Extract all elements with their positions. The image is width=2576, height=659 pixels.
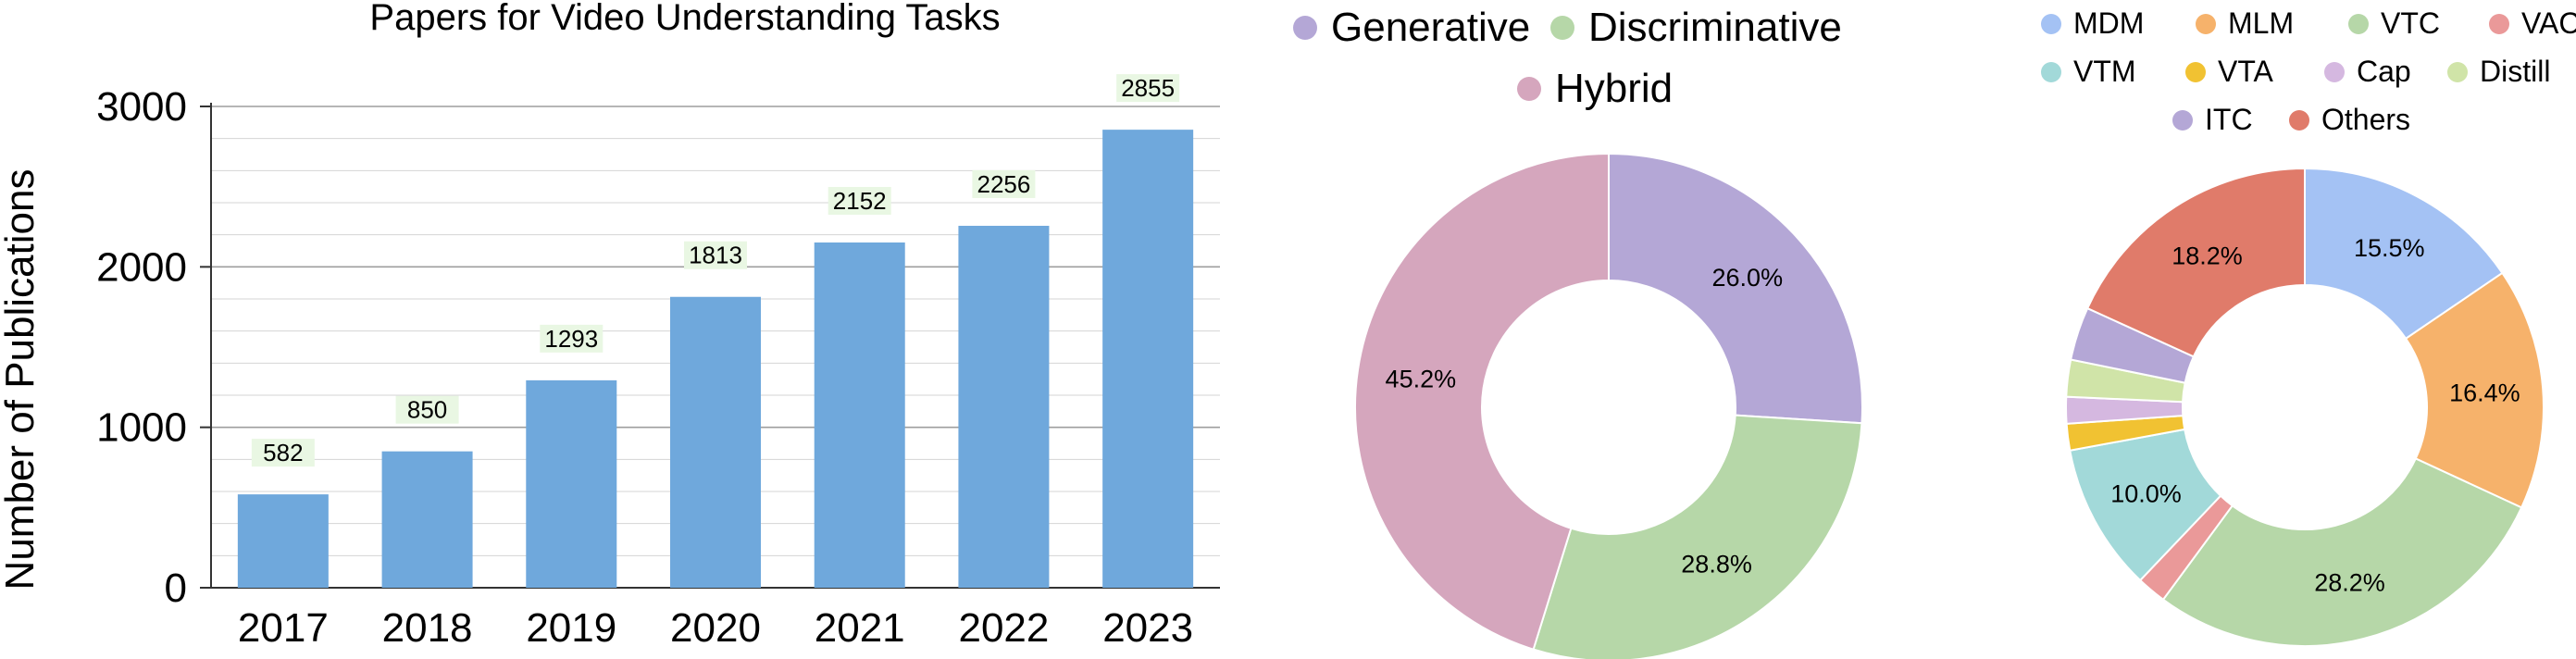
slice-generative	[1608, 152, 1863, 425]
y-axis-label: Number of Publications	[0, 169, 43, 591]
legend-label: MDM	[2073, 6, 2144, 40]
slices	[1354, 152, 1863, 659]
data-label: 582	[263, 439, 303, 466]
data-label: 2256	[977, 170, 1031, 198]
bar	[1102, 130, 1194, 588]
slice-vtc	[2161, 457, 2523, 647]
legend-label: MLM	[2228, 6, 2294, 40]
data-label-background	[1116, 74, 1180, 103]
legend-label: Hybrid	[1555, 66, 1673, 111]
legend-marker	[2489, 14, 2509, 34]
legend-marker	[2348, 14, 2369, 34]
legend-label: VAC	[2521, 6, 2576, 40]
donut-chart-objectives: MDM MLM VTC VAC VTM VTA Cap Distill ITC Others 15…	[2041, 6, 2576, 647]
x-tick-label: 2018	[382, 605, 473, 651]
legend-marker	[1293, 16, 1317, 40]
slice-label: 18.2%	[2172, 242, 2243, 269]
slices	[2065, 167, 2545, 647]
slice-label: 10.0%	[2110, 479, 2182, 507]
donut-chart-paradigm: Generative Discriminative Hybrid 26.0% 28.8…	[1293, 5, 1863, 659]
chart-title: Papers for Video Understanding Tasks	[369, 0, 1000, 38]
y-tick-label: 2000	[96, 244, 187, 290]
x-tick-label: 2017	[238, 605, 329, 651]
y-tick-label: 1000	[96, 405, 187, 451]
data-label: 2855	[1121, 74, 1175, 102]
y-tick-label: 0	[165, 566, 187, 611]
x-tick-label: 2019	[526, 605, 616, 651]
legend-marker	[1550, 16, 1574, 40]
legend-marker	[2172, 110, 2193, 131]
data-label-background	[828, 186, 891, 215]
legend-marker	[2196, 14, 2216, 34]
legend: Generative Discriminative Hybrid	[1293, 5, 1842, 111]
slice-mlm	[2404, 271, 2545, 509]
bar-chart: Papers for Video Understanding Tasks Num…	[0, 0, 1220, 651]
slice-discriminative	[1532, 414, 1863, 659]
slice-hybrid	[1354, 152, 1610, 651]
x-tick-labels: 2017 2018 2019 2020 2021 2022 2023	[238, 605, 1193, 651]
slice-labels: 26.0% 28.8% 45.2%	[1386, 264, 1784, 578]
legend-marker	[1517, 77, 1541, 101]
y-tick-labels: 0 1000 2000 3000	[96, 84, 187, 611]
slice-label: 28.8%	[1681, 551, 1752, 578]
data-label: 1293	[544, 325, 598, 353]
legend-label: Generative	[1331, 5, 1530, 50]
bar	[237, 494, 329, 588]
bar	[670, 296, 761, 588]
bar	[958, 225, 1050, 588]
legend-marker	[2041, 14, 2061, 34]
slice-label: 26.0%	[1712, 264, 1784, 292]
legend-marker	[2185, 62, 2206, 82]
slice-label: 15.5%	[2354, 234, 2425, 262]
legend-label: Discriminative	[1588, 5, 1842, 50]
x-tick-label: 2021	[815, 605, 905, 651]
legend: MDM MLM VTC VAC VTM VTA Cap Distill ITC Others	[2041, 6, 2576, 136]
slice-label: 16.4%	[2449, 379, 2520, 407]
x-tick-label: 2020	[670, 605, 761, 651]
data-label: 2152	[833, 187, 887, 215]
legend-marker	[2324, 62, 2345, 82]
slice-label: 28.2%	[2314, 568, 2385, 596]
data-label-background	[972, 169, 1036, 198]
data-label: 1813	[689, 242, 742, 269]
data-labels: 582 850 1293 1813 2152 2256 2855	[251, 74, 1180, 467]
data-label-background	[684, 241, 747, 269]
bars	[237, 130, 1194, 588]
bar	[526, 379, 617, 588]
x-tick-label: 2022	[958, 605, 1049, 651]
legend-label: ITC	[2205, 103, 2253, 136]
bar	[381, 451, 473, 588]
slice-mdm	[2304, 167, 2504, 341]
legend-label: Distill	[2480, 55, 2550, 88]
slice-others	[2085, 167, 2306, 358]
legend-label: VTC	[2381, 6, 2440, 40]
legend-marker	[2289, 110, 2309, 131]
legend-marker	[2447, 62, 2468, 82]
x-tick-label: 2023	[1102, 605, 1193, 651]
legend-label: VTM	[2073, 55, 2136, 88]
legend-marker	[2041, 62, 2061, 82]
y-tick-label: 3000	[96, 84, 187, 130]
legend-label: Others	[2321, 103, 2410, 136]
legend-label: VTA	[2218, 55, 2274, 88]
data-label-background	[395, 395, 459, 424]
slice-label: 45.2%	[1386, 366, 1457, 393]
data-label-background	[540, 324, 604, 353]
data-label-background	[251, 439, 315, 467]
legend-label: Cap	[2357, 55, 2411, 88]
data-label: 850	[407, 396, 447, 424]
slice-labels: 15.5% 16.4% 28.2% 10.0% 18.2%	[2110, 234, 2520, 596]
bar	[814, 242, 905, 588]
